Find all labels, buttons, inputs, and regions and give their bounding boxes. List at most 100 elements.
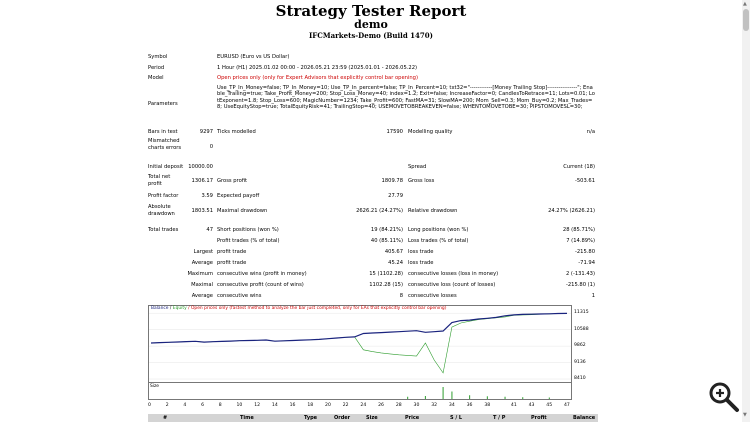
- avglosses-value: 1: [591, 293, 595, 299]
- avgcons-label: Average: [191, 293, 213, 299]
- average-profit-label: profit trade: [217, 260, 247, 266]
- size-chart-svg: [407, 387, 550, 399]
- scroll-thumb[interactable]: [743, 9, 749, 31]
- maxdd-value: 2626.21 (24.27%): [356, 208, 403, 214]
- average-loss-label: loss trade: [408, 260, 434, 266]
- x-tick-label: 8: [218, 403, 222, 408]
- ticks-label: Ticks modelled: [217, 129, 256, 135]
- grossprofit-value: 1809.78: [381, 178, 403, 184]
- spread-label: Spread: [408, 164, 427, 170]
- trade-table-header-cell: Order: [334, 415, 351, 421]
- x-tick-label: 18: [307, 403, 314, 408]
- trade-table-header-cell: Profit: [531, 415, 547, 421]
- trade-table-header-cell: S / L: [450, 415, 463, 421]
- ticks-value: 17590: [386, 129, 403, 135]
- largest-profit-label: profit trade: [217, 249, 247, 255]
- x-tick-label: 2: [165, 403, 169, 408]
- size-bar: [424, 396, 426, 399]
- parameters-value: Use_TP_In_Money=false; TP_In_Money=10; U…: [217, 85, 595, 111]
- maxlosses-value: 2 (-131.43): [565, 271, 595, 277]
- x-tick-label: 0: [148, 403, 151, 408]
- maxwins-value: 15 (1102.28): [369, 271, 403, 277]
- average-loss-value: -71.94: [578, 260, 595, 266]
- ptrades-value: 40 (85.11%): [370, 238, 403, 244]
- legend-sep: /: [168, 306, 173, 311]
- pf-label: Profit factor: [148, 193, 179, 199]
- pf-value: 3.59: [201, 193, 213, 199]
- size-chart: [148, 383, 572, 400]
- average-label: Average: [191, 260, 213, 266]
- y-tick-label: 10588: [574, 326, 589, 332]
- x-tick-label: 22: [342, 403, 349, 408]
- size-bar: [504, 396, 506, 399]
- x-tick-label: 34: [448, 403, 455, 408]
- trade-table-header-cell: Size: [366, 415, 378, 421]
- legend-note: / Open prices only (fastest method to an…: [186, 306, 447, 311]
- netprofit-value: 1306.17: [191, 178, 213, 184]
- mismatched-label-2: charts errors: [148, 145, 182, 151]
- symbol-label: Symbol: [148, 54, 168, 60]
- size-bar: [469, 395, 471, 399]
- trades-label: Total trades: [148, 227, 179, 233]
- trade-table-header-cell: Price: [405, 415, 420, 421]
- scroll-up-arrow-icon[interactable]: ▲: [743, 1, 747, 7]
- spread-value: Current (18): [563, 164, 595, 170]
- x-tick-label: 4: [183, 403, 187, 408]
- absdd-label-2: drawdown: [148, 211, 175, 217]
- trade-table-header-cell: Time: [240, 415, 254, 421]
- x-tick-label: 12: [254, 403, 261, 408]
- reldd-value: 24.27% (2626.21): [548, 208, 595, 214]
- bars-value: 9297: [199, 129, 213, 135]
- size-bar: [442, 387, 444, 399]
- size-label: Size: [150, 384, 160, 389]
- scrollbar[interactable]: [742, 0, 750, 422]
- size-bar: [407, 396, 409, 399]
- maximal-label: Maximal: [191, 282, 213, 288]
- y-tick-label: 11315: [574, 310, 589, 316]
- trade-table-header-cell: #: [163, 415, 168, 421]
- trades-value: 47: [206, 227, 213, 233]
- trade-table-header-cell: T / P: [493, 415, 506, 421]
- legend-balance: Balance: [151, 306, 169, 311]
- avgwins-label: consecutive wins: [217, 293, 262, 299]
- x-tick-label: 16: [289, 403, 296, 408]
- legend-equity: Equity: [172, 306, 187, 311]
- x-tick-label: 38: [484, 403, 491, 408]
- zoom-magnifier-icon[interactable]: [706, 379, 740, 413]
- payoff-value: 27.79: [388, 193, 403, 199]
- netprofit-label-2: profit: [148, 181, 162, 187]
- maxlosses-label: consecutive losses (loss in money): [408, 271, 499, 277]
- ltrades-value: 7 (14.89%): [566, 238, 595, 244]
- x-tick-label: 30: [413, 403, 420, 408]
- x-tick-label: 41: [510, 403, 517, 408]
- ptrades-label: Profit trades (% of total): [217, 238, 280, 244]
- mismatched-value: 0: [209, 144, 213, 150]
- average-profit-value: 45.24: [388, 260, 403, 266]
- x-tick-label: 26: [378, 403, 384, 408]
- x-tick-label: 14: [271, 403, 278, 408]
- y-tick-label: 9862: [574, 343, 586, 349]
- trade-table-header: [148, 414, 598, 422]
- x-tick-label: 45: [546, 403, 553, 408]
- netprofit-label-1: Total net: [148, 174, 171, 180]
- largest-label: Largest: [193, 249, 213, 255]
- equity-line: [150, 313, 568, 374]
- long-label: Long positions (won %): [408, 227, 469, 233]
- balance-line: [150, 312, 568, 344]
- x-tick-label: 43: [528, 403, 535, 408]
- maxloss-value: -215.80 (1): [565, 282, 595, 288]
- server-name: IFCMarkets-Demo (Build 1470): [309, 31, 433, 40]
- y-tick-label: 9136: [574, 359, 586, 365]
- bars-label: Bars in test: [148, 129, 178, 135]
- model-label: Model: [148, 75, 164, 81]
- x-tick-label: 36: [466, 403, 473, 408]
- size-bar: [451, 391, 453, 399]
- x-tick-label: 24: [360, 403, 367, 408]
- x-tick-label: 10: [236, 403, 243, 408]
- y-tick-label: 8410: [574, 376, 586, 381]
- deposit-value: 10000.00: [188, 164, 213, 170]
- scroll-down-arrow-icon[interactable]: ▼: [743, 412, 747, 418]
- largest-loss-value: -215.80: [574, 249, 595, 255]
- quality-value: n/a: [586, 129, 595, 135]
- deposit-label: Initial deposit: [148, 164, 184, 170]
